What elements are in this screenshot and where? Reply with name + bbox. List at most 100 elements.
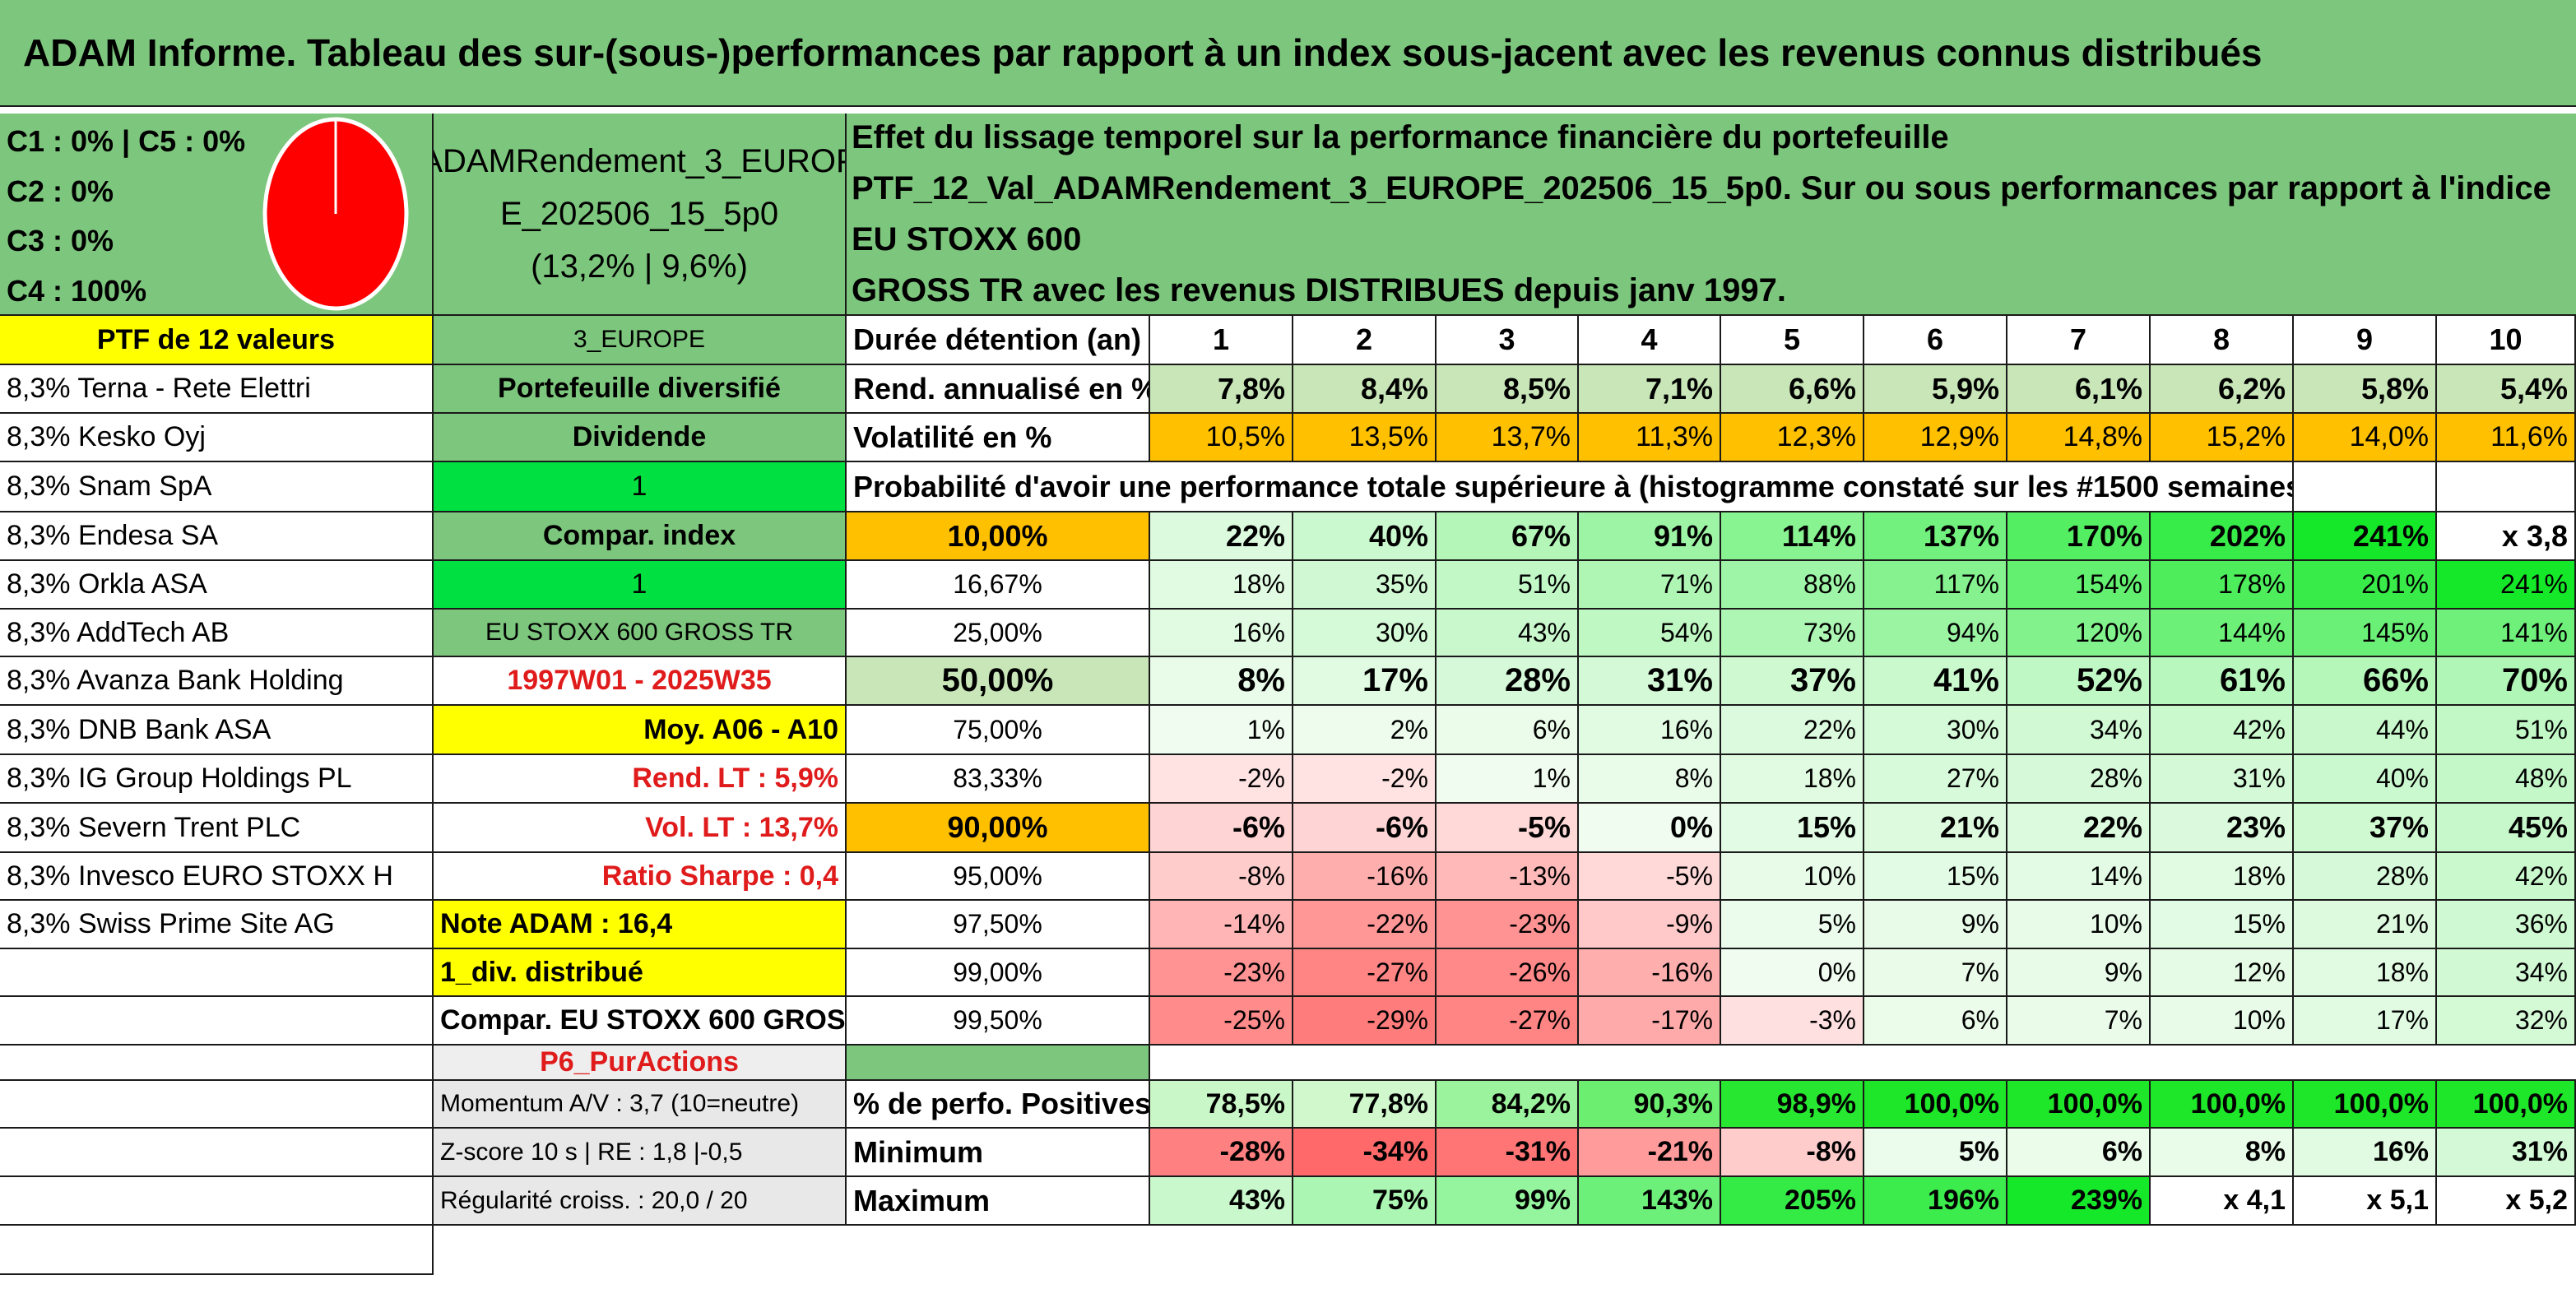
prob-value: 21% <box>1864 804 2007 853</box>
year-header: 5 <box>1721 316 1864 365</box>
vol-value: 12,9% <box>1864 414 2007 462</box>
dividende-label: Dividende <box>434 414 847 462</box>
max-value: x 5,2 <box>2437 1177 2576 1226</box>
portfolio-name-line1: ADAMRendement_3_EUROP <box>434 143 847 179</box>
min-value: -31% <box>1437 1129 1579 1177</box>
prob-value: 9% <box>2007 949 2151 997</box>
holding-item: 8,3% Orkla ASA <box>0 561 434 610</box>
rend-value: 7,1% <box>1579 365 1721 414</box>
prob-value: 16% <box>1579 706 1721 755</box>
rend-value: 5,8% <box>2294 365 2437 414</box>
p6-label: P6_PurActions <box>434 1046 847 1081</box>
category-c1-c5: C1 : 0% | C5 : 0% <box>7 124 246 158</box>
prob-value: 10% <box>1721 853 1864 901</box>
prob-value: 201% <box>2294 561 2437 610</box>
vol-label: Volatilité en % <box>847 414 1150 462</box>
max-value: x 5,1 <box>2294 1177 2437 1226</box>
prob-value: 40% <box>2294 755 2437 804</box>
prob-value: 15% <box>1721 804 1864 853</box>
holding-item: 8,3% Avanza Bank Holding <box>0 657 434 706</box>
prob-value: 73% <box>1721 610 1864 657</box>
duration-label: Durée détention (an) <box>847 316 1150 365</box>
prob-value: 18% <box>1150 561 1293 610</box>
vol-value: 14,0% <box>2294 414 2437 462</box>
prob-value: 61% <box>2151 657 2294 706</box>
pos-value: 78,5% <box>1150 1081 1293 1129</box>
year-header: 6 <box>1864 316 2007 365</box>
prob-value: 43% <box>1437 610 1579 657</box>
empty-cell <box>2294 462 2437 512</box>
prob-value: 42% <box>2437 853 2576 901</box>
min-label: Minimum <box>847 1129 1150 1177</box>
prob-value: 22% <box>1721 706 1864 755</box>
prob-value: -2% <box>1293 755 1437 804</box>
min-value: 31% <box>2437 1129 2576 1177</box>
prob-value: 22% <box>2007 804 2151 853</box>
compar-full: Compar. EU STOXX 600 GROSS TR <box>434 997 847 1046</box>
prob-value: 91% <box>1579 512 1721 561</box>
prob-value: -29% <box>1293 997 1437 1046</box>
max-value: 43% <box>1150 1177 1293 1226</box>
year-header: 9 <box>2294 316 2437 365</box>
compar-value: 1 <box>434 561 847 610</box>
prob-value: 35% <box>1293 561 1437 610</box>
year-header: 3 <box>1437 316 1579 365</box>
prob-threshold: 10,00% <box>847 512 1150 561</box>
vol-value: 10,5% <box>1150 414 1293 462</box>
category-c3: C3 : 0% <box>7 224 114 258</box>
holding-item: 8,3% Endesa SA <box>0 512 434 561</box>
portfolio-name-box: ADAMRendement_3_EUROP E_202506_15_5p0 (1… <box>434 114 847 316</box>
min-value: -28% <box>1150 1129 1293 1177</box>
pos-value: 100,0% <box>2437 1081 2576 1129</box>
year-header: 7 <box>2007 316 2151 365</box>
prob-value: -16% <box>1579 949 1721 997</box>
prob-value: -23% <box>1150 949 1293 997</box>
vol-value: 14,8% <box>2007 414 2151 462</box>
category-c4: C4 : 100% <box>7 273 147 308</box>
prob-value: -13% <box>1437 853 1579 901</box>
prob-value: 202% <box>2151 512 2294 561</box>
prob-value: 52% <box>2007 657 2151 706</box>
pos-value: 100,0% <box>1864 1081 2007 1129</box>
vol-value: 11,3% <box>1579 414 1721 462</box>
momentum: Momentum A/V : 3,7 (10=neutre) <box>434 1081 847 1129</box>
empty-cell <box>0 1081 434 1129</box>
year-header: 4 <box>1579 316 1721 365</box>
note-adam: Note ADAM : 16,4 <box>434 901 847 949</box>
prob-value: 8% <box>1150 657 1293 706</box>
index-name: EU STOXX 600 GROSS TR <box>434 610 847 657</box>
prob-value: 154% <box>2007 561 2151 610</box>
min-value: 16% <box>2294 1129 2437 1177</box>
prob-value: 31% <box>1579 657 1721 706</box>
max-value: 239% <box>2007 1177 2151 1226</box>
report-title: ADAM Informe. Tableau des sur-(sous-)per… <box>0 0 2576 107</box>
prob-value: 30% <box>1293 610 1437 657</box>
min-value: -8% <box>1721 1129 1864 1177</box>
prob-value: 45% <box>2437 804 2576 853</box>
ratio-sharpe: Ratio Sharpe : 0,4 <box>434 853 847 901</box>
prob-value: -27% <box>1293 949 1437 997</box>
div-distribue: 1_div. distribué <box>434 949 847 997</box>
pos-value: 77,8% <box>1293 1081 1437 1129</box>
portfolio-name-line3: (13,2% | 9,6%) <box>531 248 748 285</box>
rend-lt: Rend. LT : 5,9% <box>434 755 847 804</box>
rend-value: 7,8% <box>1150 365 1293 414</box>
pos-value: 84,2% <box>1437 1081 1579 1129</box>
prob-value: 0% <box>1721 949 1864 997</box>
prob-value: -2% <box>1150 755 1293 804</box>
prob-value: 51% <box>1437 561 1579 610</box>
prob-value: 54% <box>1579 610 1721 657</box>
prob-value: 41% <box>1864 657 2007 706</box>
prob-value: 241% <box>2437 561 2576 610</box>
prob-value: -27% <box>1437 997 1579 1046</box>
prob-value: 0% <box>1579 804 1721 853</box>
holding-item: 8,3% DNB Bank ASA <box>0 706 434 755</box>
year-header: 10 <box>2437 316 2576 365</box>
empty-cell <box>2437 462 2576 512</box>
prob-threshold: 83,33% <box>847 755 1150 804</box>
rend-value: 6,6% <box>1721 365 1864 414</box>
holding-item: 8,3% IG Group Holdings PL <box>0 755 434 804</box>
rend-value: 6,2% <box>2151 365 2294 414</box>
prob-value: 15% <box>2151 901 2294 949</box>
description-line1: Effet du lissage temporel sur la perform… <box>852 119 1949 155</box>
